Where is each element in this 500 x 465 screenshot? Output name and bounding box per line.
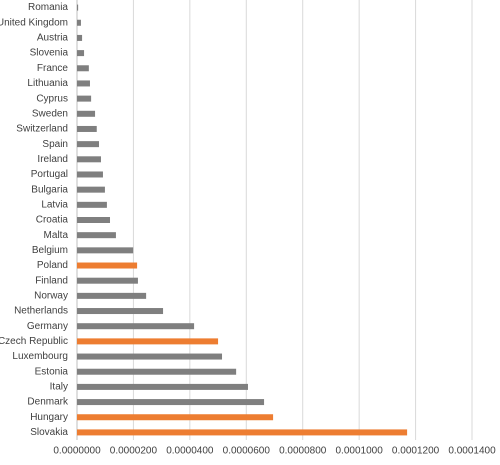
y-tick-label: Croatia: [36, 215, 69, 226]
y-tick-label: Lithuania: [27, 78, 68, 89]
y-tick-label: Ireland: [37, 154, 68, 165]
y-tick-label: Portugal: [31, 169, 68, 180]
y-tick-label: Austria: [37, 33, 69, 44]
x-tick-label: 0.0000200: [110, 446, 158, 457]
bar: [77, 34, 83, 41]
x-tick-label: 0.0000400: [166, 446, 214, 457]
y-tick-label: Germany: [27, 321, 68, 332]
bar: [77, 399, 265, 406]
bar: [77, 429, 408, 436]
bar: [77, 50, 85, 57]
bar: [77, 156, 101, 163]
y-tick-label: Romania: [28, 2, 68, 13]
y-tick-label: Finland: [35, 275, 68, 286]
bar: [77, 110, 96, 117]
y-tick-label: Luxembourg: [12, 351, 68, 362]
y-tick-label: Hungary: [30, 412, 68, 423]
y-tick-label: Belgium: [32, 245, 68, 256]
y-tick-label: Bulgaria: [31, 184, 68, 195]
bar: [77, 247, 134, 254]
y-tick-label: France: [37, 63, 69, 74]
bar: [77, 414, 274, 421]
bar: [77, 95, 92, 102]
bar: [77, 19, 81, 26]
y-tick-label: Switzerland: [16, 124, 68, 135]
bar: [77, 338, 219, 345]
y-tick-label: Slovenia: [30, 48, 69, 59]
x-tick-label: 0.0001400: [448, 446, 496, 457]
bar: [77, 292, 147, 299]
x-tick-label: 0.0001200: [392, 446, 440, 457]
y-tick-label: United Kingdom: [0, 17, 68, 28]
y-tick-label: Netherlands: [14, 306, 68, 317]
bar: [77, 125, 97, 132]
y-tick-label: Estonia: [35, 366, 69, 377]
y-tick-label: Malta: [44, 230, 69, 241]
bar: [77, 353, 223, 360]
bar: [77, 368, 237, 375]
bar: [77, 80, 90, 87]
y-tick-label: Spain: [42, 139, 68, 150]
y-tick-label: Norway: [34, 291, 68, 302]
bar: [77, 201, 107, 208]
bar: [77, 186, 105, 193]
x-tick-label: 0.0000600: [223, 446, 271, 457]
bar: [77, 171, 103, 178]
bar: [77, 4, 79, 11]
bar: [77, 65, 89, 72]
y-tick-label: Denmark: [27, 397, 69, 408]
y-tick-label: Latvia: [41, 199, 68, 210]
y-tick-label: Czech Republic: [0, 336, 68, 347]
y-tick-label: Sweden: [32, 108, 68, 119]
bar: [77, 262, 138, 269]
bar: [77, 217, 111, 223]
bar: [77, 383, 248, 390]
y-tick-label: Cyprus: [36, 93, 68, 104]
bar: [77, 141, 100, 148]
x-tick-label: 0.0000000: [53, 446, 101, 457]
y-tick-label: Italy: [50, 382, 68, 393]
bar: [77, 232, 116, 239]
bar: [77, 277, 138, 284]
x-tick-label: 0.0001000: [336, 446, 384, 457]
bar: [77, 323, 195, 330]
bar: [77, 308, 164, 315]
y-tick-label: Poland: [37, 260, 68, 271]
y-tick-label: Slovakia: [30, 427, 68, 438]
x-tick-label: 0.0000800: [279, 446, 327, 457]
